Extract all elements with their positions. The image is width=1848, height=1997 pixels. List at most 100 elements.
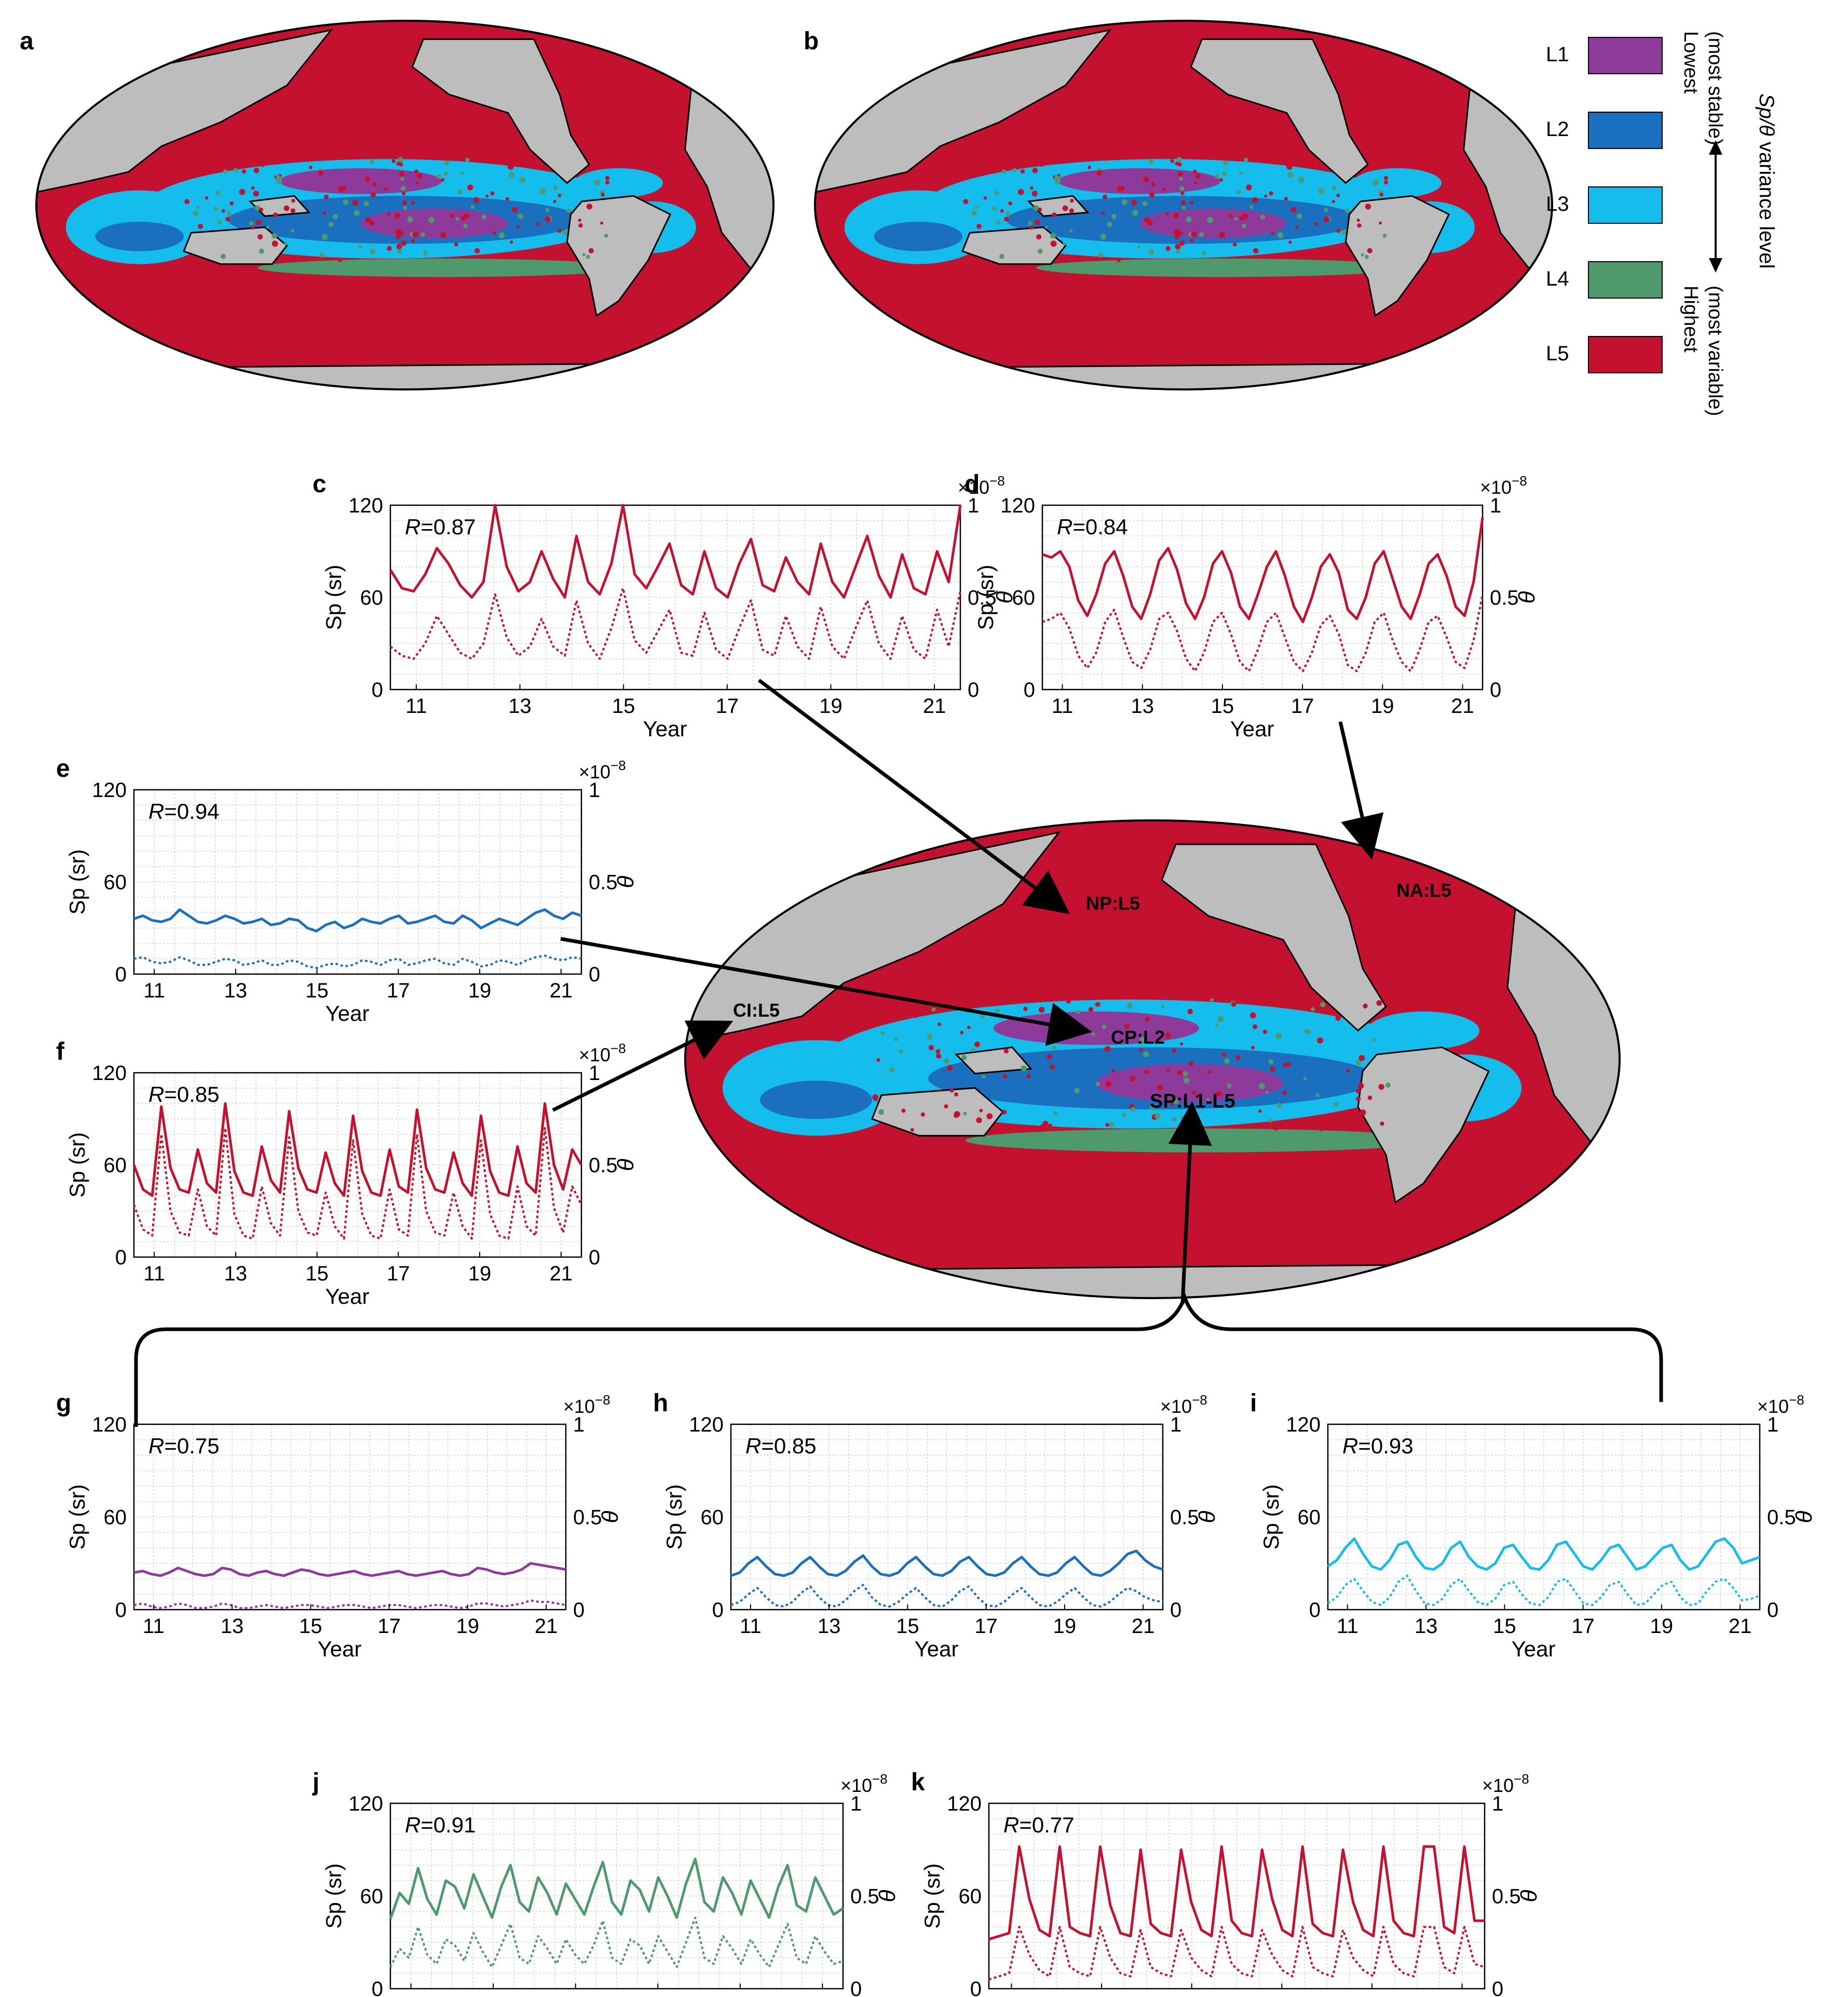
speckle — [994, 191, 999, 196]
speckle — [982, 1074, 986, 1079]
x-tick-label: 15 — [564, 1994, 587, 1997]
panel-letter-d: d — [964, 470, 980, 498]
speckle — [979, 1109, 983, 1113]
speckle — [954, 1113, 959, 1118]
speckle — [1308, 250, 1312, 254]
legend-arrowhead-down — [1709, 258, 1722, 273]
y-right-exponent: ×10−8 — [1480, 473, 1527, 498]
map-panel-center — [684, 819, 1621, 1299]
region-label-na: NA:L5 — [1396, 880, 1451, 901]
speckle — [1378, 1084, 1384, 1090]
speckle — [1026, 1074, 1031, 1078]
plot-frame — [133, 789, 582, 975]
speckle — [1111, 1069, 1115, 1073]
x-tick-label: 17 — [387, 979, 410, 1002]
x-tick-label: 21 — [535, 1615, 558, 1638]
speckle — [1371, 1038, 1376, 1042]
speckle — [976, 224, 982, 230]
speckle — [411, 239, 415, 243]
panel-letter-i: i — [1250, 1389, 1257, 1417]
speckle — [1103, 194, 1108, 199]
speckle — [1207, 1070, 1211, 1074]
speckle — [498, 232, 505, 239]
y-tick-label-left: 60 — [360, 587, 384, 610]
y-tick-label-left: 60 — [360, 1885, 384, 1908]
speckle — [400, 177, 405, 181]
speckle — [266, 225, 269, 229]
speckle — [1095, 1082, 1100, 1087]
speckle — [1222, 160, 1228, 166]
speckle — [1222, 1053, 1227, 1057]
x-tick-label: 19 — [468, 979, 492, 1002]
speckle — [1164, 1032, 1171, 1038]
y-axis-label-left: Sp (sr) — [973, 565, 998, 630]
speckle — [910, 1128, 914, 1132]
x-tick-label: 21 — [1132, 1615, 1155, 1638]
speckle — [184, 199, 190, 205]
speckle — [1268, 1059, 1274, 1064]
y-axis-label-left: Sp (sr) — [321, 1864, 346, 1929]
x-axis-label: Year — [915, 1637, 959, 1661]
speckle — [196, 206, 199, 210]
speckle — [1144, 217, 1150, 223]
speckle — [290, 229, 294, 233]
speckle — [1069, 208, 1075, 213]
speckle — [1283, 1062, 1288, 1068]
speckle — [961, 1055, 967, 1060]
speckle — [233, 168, 238, 172]
speckle — [1105, 1081, 1112, 1087]
speckle — [1282, 1090, 1287, 1096]
plot-frame — [389, 504, 961, 691]
y-tick-label-left: 120 — [947, 1792, 982, 1815]
speckle — [193, 210, 198, 216]
speckle — [1317, 1117, 1321, 1122]
speckle — [1206, 1098, 1210, 1102]
x-tick-label: 19 — [1361, 1994, 1384, 1997]
speckle — [914, 1013, 919, 1018]
speckle — [1063, 1017, 1068, 1022]
speckle — [358, 245, 362, 249]
speckle — [283, 242, 288, 246]
speckle — [415, 181, 419, 185]
speckle — [343, 199, 349, 205]
y-axis-label-right: θ — [875, 1890, 900, 1902]
y-tick-label-right: 0 — [1492, 1978, 1503, 1997]
panel-letter-h: h — [653, 1389, 668, 1417]
legend-label-l3: L3 — [1546, 193, 1569, 215]
legend-label-l2: L2 — [1546, 118, 1569, 141]
y-tick-label-left: 120 — [92, 1413, 127, 1436]
y-tick-label-right: 0.5 — [1767, 1506, 1796, 1529]
speckle — [322, 211, 327, 215]
speckle — [1345, 208, 1350, 213]
y-right-exponent: ×10−8 — [579, 1041, 626, 1065]
speckle — [1259, 1083, 1265, 1089]
speckle — [1253, 248, 1259, 254]
speckle — [1017, 188, 1024, 195]
speckle — [492, 231, 496, 235]
speckle — [402, 200, 407, 206]
speckle — [960, 1031, 964, 1035]
speckle — [567, 252, 574, 259]
y-tick-label-left: 60 — [959, 1885, 982, 1908]
panel-letter-g: g — [56, 1389, 71, 1417]
speckle — [1179, 186, 1185, 191]
y-tick-label-left: 60 — [104, 871, 127, 894]
speckle — [412, 231, 419, 237]
y-right-exponent: ×10−8 — [1482, 1771, 1529, 1796]
speckle — [1346, 1069, 1350, 1073]
y-tick-label-left: 60 — [1012, 587, 1036, 610]
x-tick-label: 13 — [224, 979, 248, 1002]
panel-letter-e: e — [56, 755, 70, 782]
speckle — [1336, 194, 1340, 197]
speckle — [321, 234, 328, 240]
speckle — [463, 213, 469, 220]
speckle — [407, 217, 413, 223]
speckle — [1044, 225, 1048, 229]
speckle — [1290, 207, 1297, 213]
speckle — [1358, 1055, 1365, 1061]
speckle — [291, 198, 295, 203]
speckle — [509, 172, 515, 178]
speckle — [254, 205, 261, 211]
speckle — [454, 242, 458, 247]
arrow-d-to-na — [1338, 721, 1384, 860]
